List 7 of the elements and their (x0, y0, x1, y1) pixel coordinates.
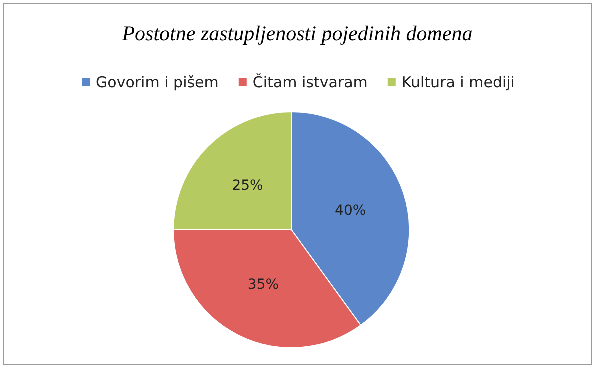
legend-label: Čitam istvaram (252, 74, 368, 92)
data-label: 35% (248, 277, 280, 294)
legend-label: Govorim i pišem (96, 74, 219, 92)
legend-label: Kultura i mediji (402, 74, 515, 92)
data-label: 40% (335, 202, 366, 219)
data-label: 25% (232, 178, 264, 194)
chart-title: Postotne zastupljenosti pojedinih domena (121, 22, 473, 46)
